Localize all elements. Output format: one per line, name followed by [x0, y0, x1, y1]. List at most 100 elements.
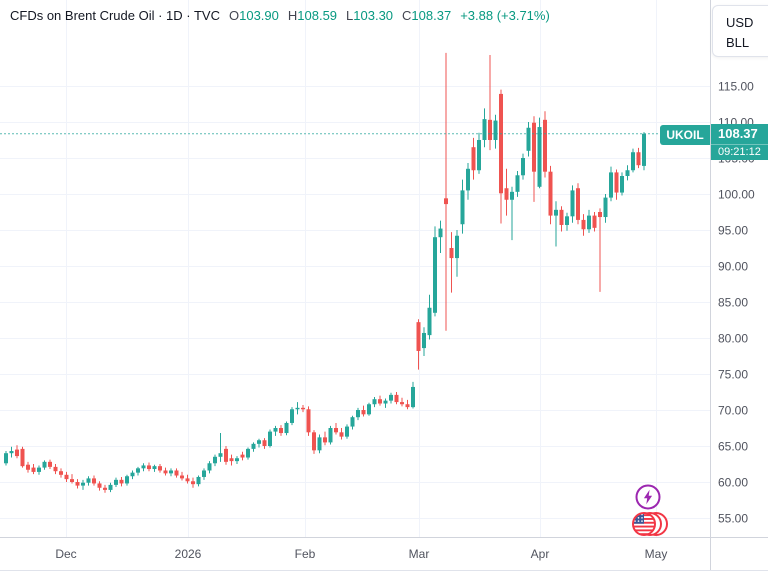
time-tick-label: Feb: [295, 547, 316, 561]
candle-body: [273, 428, 278, 432]
candle-body: [614, 172, 619, 193]
candle-body: [317, 437, 322, 451]
candle-body: [570, 190, 575, 217]
lightning-event-icon[interactable]: [634, 483, 662, 511]
candle-body: [504, 188, 509, 200]
candle-body: [427, 307, 432, 336]
candle-body: [455, 235, 459, 259]
high-label: H: [287, 8, 298, 23]
time-tick-label: Mar: [409, 547, 430, 561]
candle-body: [240, 454, 245, 458]
price-tick-label: 75.00: [718, 368, 748, 382]
candle-body: [163, 470, 168, 474]
candle-body: [323, 437, 327, 443]
candle-body: [361, 410, 366, 415]
candle-body: [290, 409, 294, 423]
candle-body: [416, 322, 421, 351]
candle-body: [191, 481, 195, 485]
candle-body: [438, 228, 443, 238]
candle-body: [218, 453, 223, 457]
candle-body: [548, 171, 553, 216]
candle-body: [224, 448, 228, 462]
price-tick-label: 60.00: [718, 476, 748, 490]
candle-body: [97, 483, 102, 488]
time-scale-area[interactable]: [0, 537, 768, 571]
time-tick-label: Apr: [531, 547, 550, 561]
candle-body: [213, 456, 217, 464]
candle-body: [59, 471, 63, 475]
candle-body: [378, 399, 382, 404]
chart-legend[interactable]: CFDs on Brent Crude Oil · 1D · TVC O103.…: [10, 8, 550, 23]
candle-body: [449, 248, 454, 259]
unit-option[interactable]: BLL: [726, 35, 750, 50]
ohlc-close: C108.37: [402, 8, 451, 23]
candle-body: [246, 448, 250, 458]
candle-body: [42, 461, 47, 468]
candle-body: [53, 466, 58, 472]
candle-body: [581, 219, 586, 230]
candle-body: [488, 119, 492, 140]
candle-body: [312, 432, 316, 451]
candle-body: [603, 197, 608, 218]
candle-body: [389, 394, 393, 401]
price-tick-label: 115.00: [718, 80, 754, 94]
candle-body: [537, 127, 542, 187]
candle-body: [625, 170, 630, 176]
candle-body: [339, 432, 344, 437]
candle-body: [229, 458, 234, 462]
candle-body: [394, 394, 399, 403]
us-flag-events-icon[interactable]: [631, 510, 669, 538]
candle-body: [526, 127, 531, 151]
candle-body: [235, 458, 239, 462]
ohlc-low: L103.30: [346, 8, 393, 23]
candle-body: [295, 407, 300, 410]
high-value: 108.59: [297, 8, 338, 23]
currency-unit-panel: USD BLL: [712, 5, 768, 57]
price-tick-label: 85.00: [718, 296, 748, 310]
candle-body: [631, 152, 635, 171]
candle-body: [515, 175, 520, 192]
candle-body: [185, 478, 190, 482]
symbol-title[interactable]: CFDs on Brent Crude Oil · 1D · TVC: [10, 8, 220, 23]
candle-body: [636, 152, 641, 166]
candle-body: [460, 190, 465, 225]
candle-body: [114, 479, 118, 485]
time-tick-label: May: [645, 547, 668, 561]
bar-countdown: 09:21:12: [711, 144, 768, 160]
candle-body: [587, 215, 591, 230]
close-value: 108.37: [411, 8, 452, 23]
candle-body: [169, 470, 173, 474]
close-label: C: [402, 8, 412, 23]
candle-body: [196, 476, 201, 485]
candle-body: [444, 198, 448, 205]
candle-body: [345, 426, 349, 437]
candle-body: [405, 404, 410, 408]
candle-body: [422, 332, 426, 349]
candle-body: [372, 399, 377, 405]
candle-body: [559, 209, 564, 225]
candle-body: [119, 479, 124, 484]
candle-body: [262, 440, 267, 446]
candle-body: [592, 215, 597, 228]
candle-body: [48, 461, 52, 467]
candle-body: [400, 402, 404, 405]
last-price-value: 108.37: [718, 126, 758, 141]
time-tick-label: 2026: [175, 547, 202, 561]
candle-body: [334, 428, 338, 433]
candle-body: [284, 422, 289, 434]
candle-body: [521, 158, 525, 176]
symbol-price-tag: UKOIL: [660, 125, 710, 145]
candle-body: [15, 449, 19, 457]
candle-body: [136, 468, 140, 473]
currency-option[interactable]: USD: [726, 15, 754, 30]
candle-body: [103, 487, 107, 490]
candle-body: [141, 465, 146, 469]
candle-body: [251, 443, 256, 449]
candle-body: [174, 470, 179, 476]
price-tick-label: 95.00: [718, 224, 748, 238]
candle-body: [9, 451, 14, 454]
candle-body: [433, 237, 437, 313]
price-scale-area[interactable]: [710, 0, 768, 537]
